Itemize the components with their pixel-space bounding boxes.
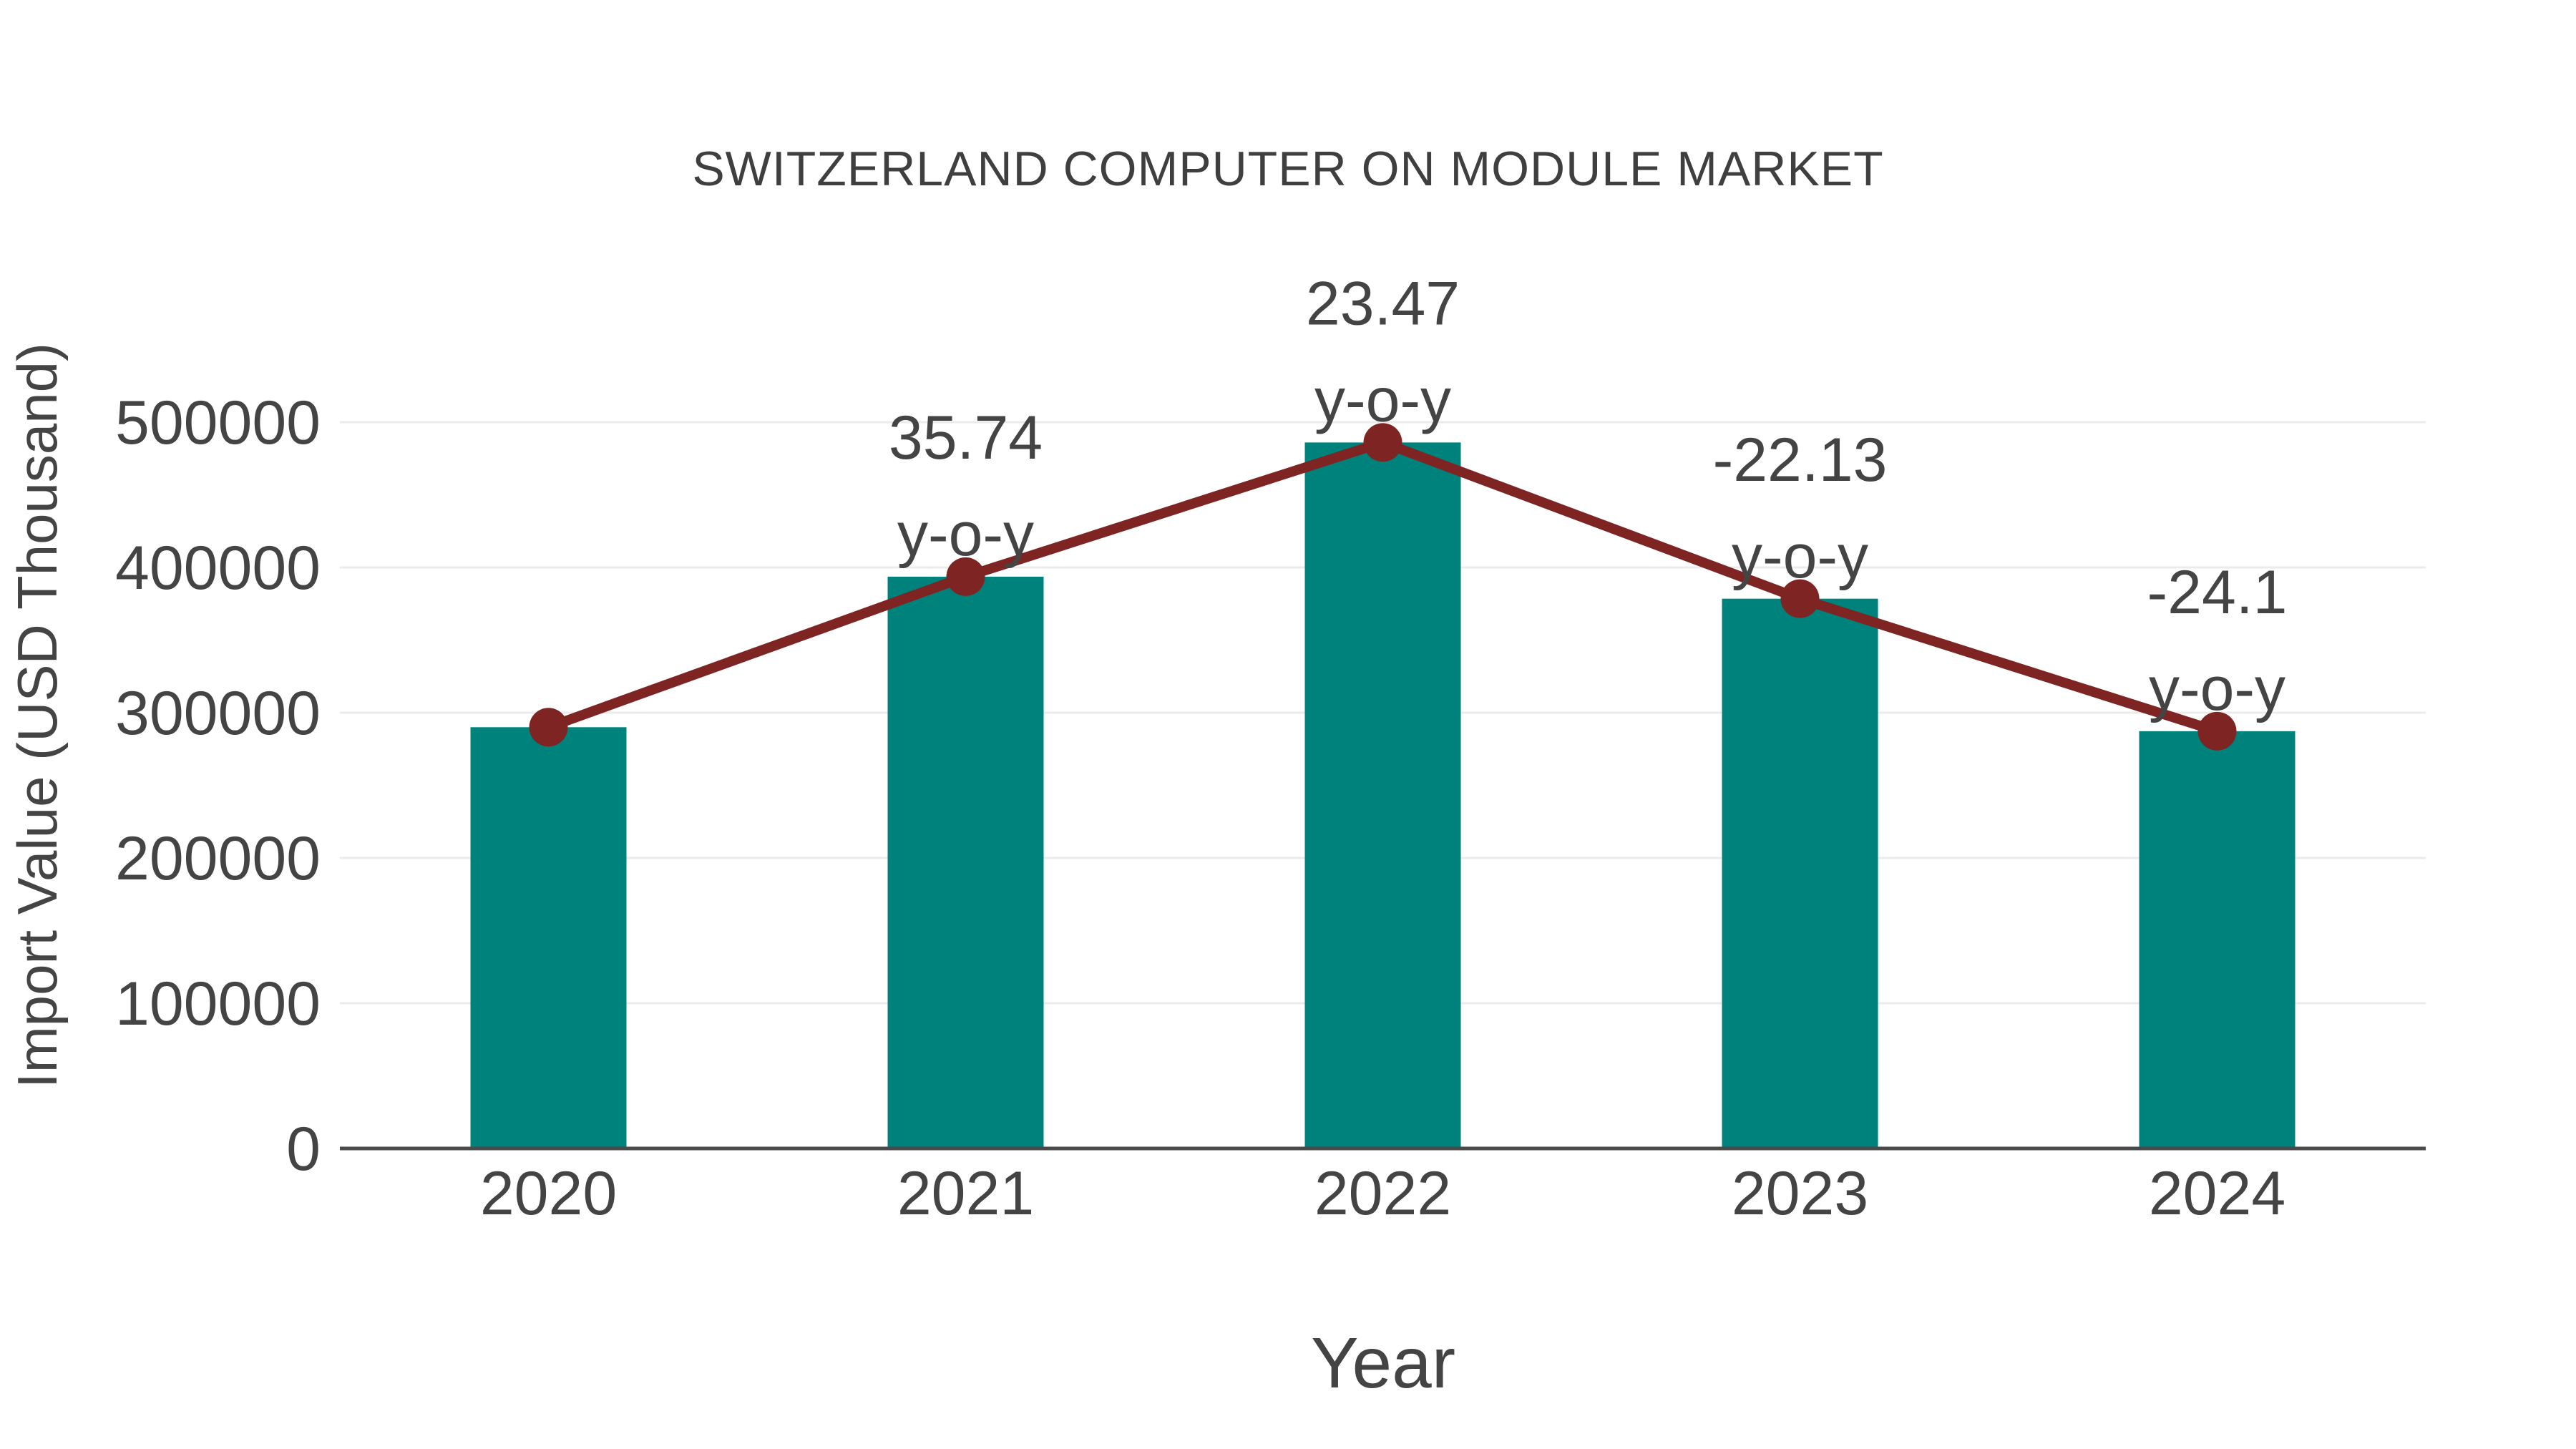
x-axis-title: Year [1310,1323,1456,1403]
annotation-2023-value: -22.13 [1713,426,1888,494]
y-tick-label: 100000 [115,970,321,1038]
annotation-2024-unit: y-o-y [2149,655,2285,723]
bar-2020[interactable] [470,727,627,1148]
y-tick-label: 300000 [115,679,321,748]
annotation-2022-unit: y-o-y [1314,366,1451,434]
annotation-2024-value: -24.1 [2147,558,2287,627]
annotation-2022-value: 23.47 [1306,269,1460,338]
bar-2023[interactable] [1722,598,1878,1148]
chart-title: SWITZERLAND COMPUTER ON MODULE MARKET [692,142,1884,196]
y-tick-label: 400000 [115,534,321,602]
marker-2021[interactable] [946,557,985,596]
x-tick-label-2021: 2021 [897,1159,1034,1228]
y-tick-label: 500000 [115,389,321,457]
annotation-2023-unit: y-o-y [1732,522,1868,591]
y-tick-label: 200000 [115,824,321,893]
x-tick-label-2020: 2020 [480,1159,617,1228]
x-tick-label-2023: 2023 [1732,1159,1868,1228]
annotation-2021-value: 35.74 [889,404,1043,472]
marker-2024[interactable] [2197,711,2237,751]
y-tick-label: 0 [286,1115,321,1184]
marker-2020[interactable] [529,708,568,747]
annotation-2021-unit: y-o-y [897,500,1034,569]
marker-2023[interactable] [1780,579,1820,618]
bar-2021[interactable] [887,576,1044,1148]
x-tick-label-2024: 2024 [2149,1159,2285,1228]
bar-2022[interactable] [1304,442,1461,1148]
marker-2022[interactable] [1363,423,1402,462]
bar-2024[interactable] [2139,731,2296,1148]
x-tick-label-2022: 2022 [1314,1159,1451,1228]
